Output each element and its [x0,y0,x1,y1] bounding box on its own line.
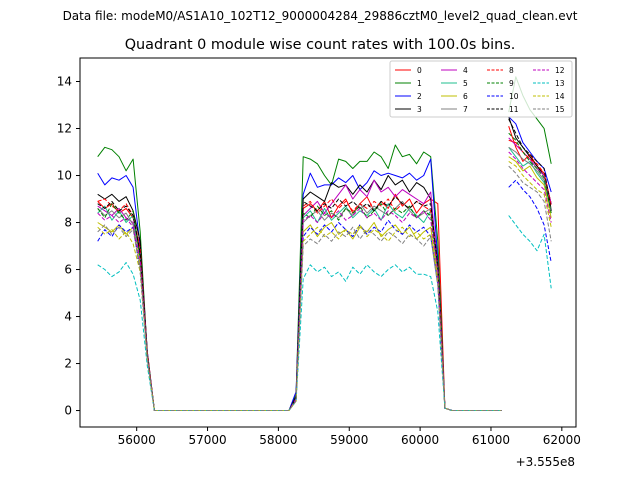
series-line-6-segment-1 [508,156,552,218]
series-layer [97,76,552,411]
series-line-11-segment-1 [508,118,552,211]
legend-label-11: 11 [509,105,519,114]
chart-suptitle: Data file: modeM0/AS1A10_102T12_90000042… [63,9,578,23]
series-line-8-segment-1 [508,139,552,207]
plot-area [80,58,576,427]
legend-label-13: 13 [555,79,565,88]
y-tick-label: 4 [64,310,72,324]
chart-title: Quadrant 0 module wise count rates with … [125,37,516,53]
y-tick-label: 14 [57,75,72,89]
legend-label-12: 12 [555,66,565,75]
series-line-13-segment-1 [508,215,552,289]
x-tick-label: 57000 [188,433,226,447]
legend-label-14: 14 [555,92,565,101]
legend-label-9: 9 [509,79,514,88]
y-axis: 0 2 4 6 8 10 12 14 [57,75,80,418]
x-tick-label: 58000 [259,433,297,447]
legend-label-10: 10 [509,92,519,101]
y-tick-label: 2 [64,357,72,371]
series-line-15-segment-1 [508,165,552,242]
x-offset-label: +3.555e8 [516,455,575,469]
x-tick-label: 61000 [472,433,510,447]
x-tick-label: 62000 [543,433,581,447]
series-line-7-segment-1 [508,146,552,209]
series-line-12-segment-0 [97,207,502,411]
legend-label-4: 4 [463,66,468,75]
y-tick-label: 10 [57,169,72,183]
legend-label-0: 0 [417,66,422,75]
y-tick-label: 6 [64,263,72,277]
legend-label-7: 7 [463,105,468,114]
legend-box [389,60,573,118]
series-line-5-segment-1 [508,146,552,211]
y-tick-label: 8 [64,216,72,230]
series-line-12-segment-1 [508,151,552,223]
x-tick-label: 60000 [401,433,439,447]
legend-label-3: 3 [417,105,422,114]
legend-label-6: 6 [463,92,468,101]
legend-label-8: 8 [509,66,514,75]
x-axis: 56000 57000 58000 59000 60000 61000 62000 [118,427,581,447]
legend-label-5: 5 [463,79,468,88]
legend-label-15: 15 [555,105,565,114]
series-line-10-segment-1 [508,179,552,263]
legend-label-1: 1 [417,79,422,88]
axes-frame [79,57,577,428]
y-tick-label: 12 [57,122,72,136]
y-tick-label: 0 [64,404,72,418]
series-line-14-segment-1 [508,160,552,228]
legend-label-2: 2 [417,92,422,101]
series-line-15-segment-0 [97,224,502,411]
x-tick-label: 56000 [118,433,156,447]
x-tick-label: 59000 [330,433,368,447]
series-line-9-segment-1 [508,132,552,214]
